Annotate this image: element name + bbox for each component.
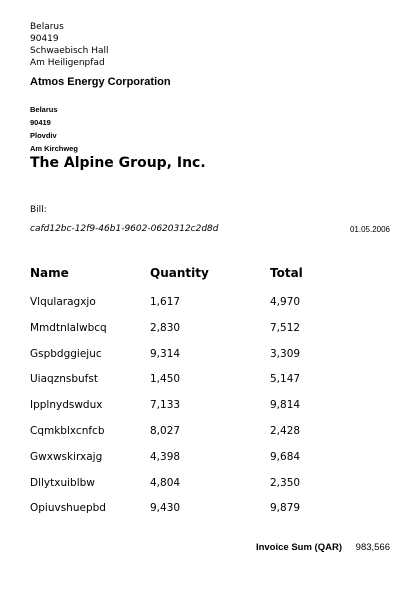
item-total: 9,814 bbox=[270, 399, 301, 412]
sender-city: Schwaebisch Hall bbox=[30, 46, 109, 56]
invoice-sum-value: 983,566 bbox=[355, 542, 390, 553]
sender-street: Am Heiligenpfad bbox=[30, 58, 105, 68]
item-total: 2,428 bbox=[270, 424, 301, 437]
recipient-address: Belarus 90419 Plovdiv Am Kirchweg bbox=[30, 103, 78, 155]
recipient-company: The Alpine Group, Inc. bbox=[30, 155, 206, 171]
item-name: Opiuvshuepbd bbox=[30, 502, 106, 515]
table-row: Gwxwskirxajg 4,398 9,684 bbox=[0, 451, 420, 477]
table-row: Mmdtnlalwbcq 2,830 7,512 bbox=[0, 322, 420, 348]
item-name: Uiaqznsbufst bbox=[30, 373, 98, 386]
item-quantity: 2,830 bbox=[150, 321, 181, 334]
sender-postal-code: 90419 bbox=[30, 34, 59, 44]
item-name: Dllytxuiblbw bbox=[30, 476, 95, 489]
item-total: 9,879 bbox=[270, 502, 301, 515]
recipient-street: Am Kirchweg bbox=[30, 144, 78, 153]
invoice-table-body: Vlqularagxjo 1,617 4,970 Mmdtnlalwbcq 2,… bbox=[0, 296, 420, 528]
table-row: Ipplnydswdux 7,133 9,814 bbox=[0, 399, 420, 425]
item-quantity: 7,133 bbox=[150, 399, 181, 412]
item-name: Mmdtnlalwbcq bbox=[30, 321, 107, 334]
item-name: Vlqularagxjo bbox=[30, 296, 96, 308]
sender-country: Belarus bbox=[30, 22, 64, 32]
item-total: 7,512 bbox=[270, 321, 301, 334]
item-total: 4,970 bbox=[270, 296, 301, 308]
sender-address: Belarus 90419 Schwaebisch Hall Am Heilig… bbox=[30, 21, 108, 69]
item-total: 3,309 bbox=[270, 347, 301, 360]
table-row: Cqmkblxcnfcb 8,027 2,428 bbox=[0, 425, 420, 451]
item-name: Gspbdggiejuc bbox=[30, 347, 102, 360]
column-header-quantity: Quantity bbox=[150, 266, 209, 280]
column-header-name: Name bbox=[30, 266, 69, 280]
table-row: Opiuvshuepbd 9,430 9,879 bbox=[0, 502, 420, 528]
table-row: Gspbdggiejuc 9,314 3,309 bbox=[0, 348, 420, 374]
recipient-country: Belarus bbox=[30, 105, 58, 114]
item-total: 2,350 bbox=[270, 476, 301, 489]
item-name: Cqmkblxcnfcb bbox=[30, 424, 105, 437]
sender-company: Atmos Energy Corporation bbox=[30, 76, 171, 88]
item-quantity: 1,617 bbox=[150, 296, 181, 308]
item-total: 9,684 bbox=[270, 450, 301, 463]
bill-date: 01.05.2006 bbox=[349, 225, 390, 234]
table-row: Uiaqznsbufst 1,450 5,147 bbox=[0, 373, 420, 399]
table-row: Vlqularagxjo 1,617 4,970 bbox=[0, 296, 420, 322]
item-name: Ipplnydswdux bbox=[30, 399, 103, 412]
bill-label: Bill: bbox=[30, 205, 47, 215]
bill-id: cafd12bc-12f9-46b1-9602-0620312c2d8d bbox=[30, 224, 219, 234]
item-quantity: 4,804 bbox=[150, 476, 181, 489]
table-row: Dllytxuiblbw 4,804 2,350 bbox=[0, 477, 420, 503]
item-quantity: 9,314 bbox=[150, 347, 181, 360]
column-header-total: Total bbox=[270, 266, 303, 280]
invoice-sum-label: Invoice Sum (QAR) bbox=[255, 542, 342, 553]
item-quantity: 4,398 bbox=[150, 450, 181, 463]
item-quantity: 1,450 bbox=[150, 373, 181, 386]
item-quantity: 9,430 bbox=[150, 502, 181, 515]
item-total: 5,147 bbox=[270, 373, 301, 386]
recipient-city: Plovdiv bbox=[30, 131, 57, 140]
item-quantity: 8,027 bbox=[150, 424, 181, 437]
item-name: Gwxwskirxajg bbox=[30, 450, 103, 463]
recipient-postal-code: 90419 bbox=[30, 118, 51, 127]
